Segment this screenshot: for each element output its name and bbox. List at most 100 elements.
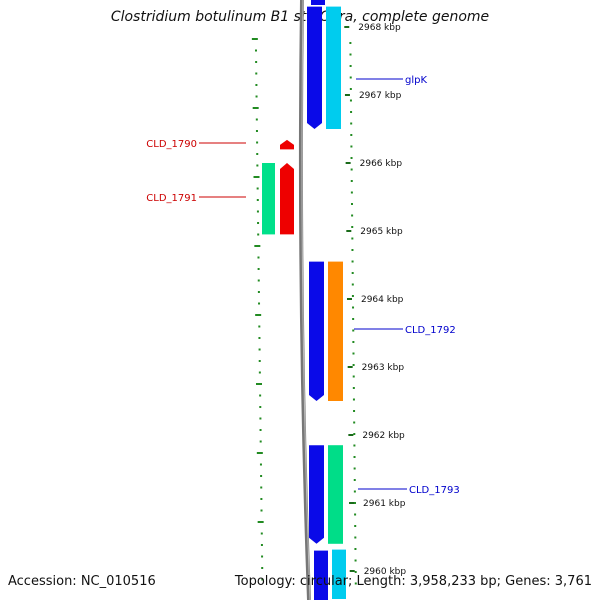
gc-skew-tick [351, 260, 354, 263]
kbp-ruler: 2968 kbp 2967 kbp 2966 kbp 2965 kbp 2964 kbp… [344, 23, 406, 577]
gc-skew-tick [256, 141, 259, 144]
gc-skew-tick [261, 555, 264, 558]
kbp-label: 2961 kbp [363, 499, 406, 509]
gc-skew-tick [352, 398, 355, 401]
gc-skew-tick [258, 360, 261, 362]
gc-skew-tick [255, 383, 262, 385]
kbp-label: 2963 kbp [362, 363, 405, 373]
gc-skew-tick [351, 237, 354, 240]
gc-skew-tick [349, 53, 352, 56]
genome-stats-label: Topology: circular; Length: 3,958,233 bp… [234, 574, 592, 589]
gc-skew-tick [349, 88, 352, 90]
gc-skew-tick [259, 429, 262, 431]
kbp-label: 2962 kbp [362, 431, 405, 441]
gene-lower-feature-bar [332, 549, 346, 599]
kbp-tick [349, 502, 355, 504]
gc-skew-tick [351, 295, 354, 297]
gc-skew-tick [352, 387, 355, 389]
gc-skew-tick [350, 111, 353, 113]
gc-skew-tick [257, 268, 260, 270]
gc-skew-tick [253, 176, 260, 178]
gc-skew-tick [349, 76, 352, 79]
gc-skew-tick [353, 410, 356, 412]
label-cld-1792: CLD_1792 [405, 325, 456, 336]
gc-skew-tick [257, 222, 260, 224]
gene-glpk-cds-arrow [307, 6, 322, 130]
gc-skew-tick [254, 49, 257, 52]
gene-cld-1790-feature-arrow [280, 139, 294, 150]
gc-skew-tick [256, 210, 259, 213]
gc-skew-tick [257, 521, 264, 523]
gc-skew-tick [255, 84, 258, 86]
label-cld-1793: CLD_1793 [409, 485, 460, 496]
gc-skew-tick [352, 375, 355, 378]
gene-cld-1793-feature-bar [328, 445, 343, 544]
gc-skew-tick [352, 306, 355, 309]
gc-skew-tick [352, 318, 355, 320]
gc-skew-tick [353, 421, 356, 424]
gc-skew-tick [354, 513, 357, 516]
gc-skew-tick [255, 314, 262, 316]
gc-skew-tick [351, 283, 354, 286]
gc-skew-track [251, 38, 357, 585]
gc-skew-tick [354, 536, 357, 539]
gc-skew-tick [257, 291, 260, 293]
gc-skew-tick [260, 498, 263, 500]
gc-skew-tick [256, 153, 259, 155]
kbp-label: 2967 kbp [359, 91, 402, 101]
gc-skew-tick [258, 348, 261, 351]
kbp-tick [347, 366, 353, 368]
kbp-tick [344, 94, 350, 96]
label-cld-1790: CLD_1790 [146, 139, 197, 150]
kbp-tick [348, 434, 354, 436]
gc-skew-tick [259, 417, 262, 420]
kbp-tick [344, 26, 350, 28]
gc-skew-tick [350, 145, 353, 148]
gene-labels: glpK CLD_1790 CLD_1791 CLD_1792 CLD_1793 [146, 75, 459, 496]
gc-skew-tick [351, 226, 354, 228]
gc-skew-tick [351, 214, 354, 217]
gc-skew-tick [260, 486, 263, 489]
gc-skew-tick [256, 164, 259, 167]
gc-skew-tick [257, 256, 260, 259]
gc-skew-tick [261, 578, 264, 581]
gc-skew-tick [353, 502, 356, 504]
gc-skew-tick [354, 571, 357, 573]
gc-skew-tick [261, 567, 264, 569]
gene-cld-1791-cds-bar [262, 163, 275, 235]
gc-skew-tick [353, 490, 356, 493]
gc-skew-tick [354, 548, 357, 550]
gc-skew-tick [352, 341, 355, 343]
gc-skew-tick [352, 329, 355, 332]
backbone-highlight [301, 0, 311, 600]
gc-skew-tick [251, 38, 258, 40]
gc-skew-tick [350, 134, 353, 136]
gc-skew-tick [349, 42, 352, 44]
gc-skew-tick [258, 302, 261, 305]
gc-skew-tick [353, 444, 356, 447]
kbp-label: 2964 kbp [361, 295, 404, 305]
label-glpk: glpK [405, 75, 427, 86]
gc-skew-tick [351, 272, 354, 274]
gc-skew-tick [256, 199, 259, 201]
kbp-tick [349, 570, 355, 572]
kbp-tick [346, 298, 352, 300]
gc-skew-tick [352, 364, 355, 366]
gc-skew-tick [255, 95, 258, 98]
backbone-ring [298, 0, 311, 600]
gc-skew-tick [353, 456, 356, 458]
gc-skew-tick [353, 433, 356, 435]
gc-skew-tick [349, 65, 352, 67]
gc-skew-tick [350, 168, 353, 171]
gene-cld-1792-feature-bar [328, 261, 343, 401]
gc-skew-tick [350, 122, 353, 125]
gene-cld-1792-cds-arrow [309, 261, 324, 401]
gc-skew-tick [354, 525, 357, 527]
gene-cld-1793-cds-arrow [309, 445, 324, 544]
gc-skew-tick [354, 559, 357, 562]
gc-skew-tick [352, 352, 355, 355]
kbp-tick [345, 162, 351, 164]
gc-skew-tick [350, 157, 353, 159]
gc-skew-tick [260, 544, 263, 546]
gc-skew-tick [255, 61, 258, 63]
